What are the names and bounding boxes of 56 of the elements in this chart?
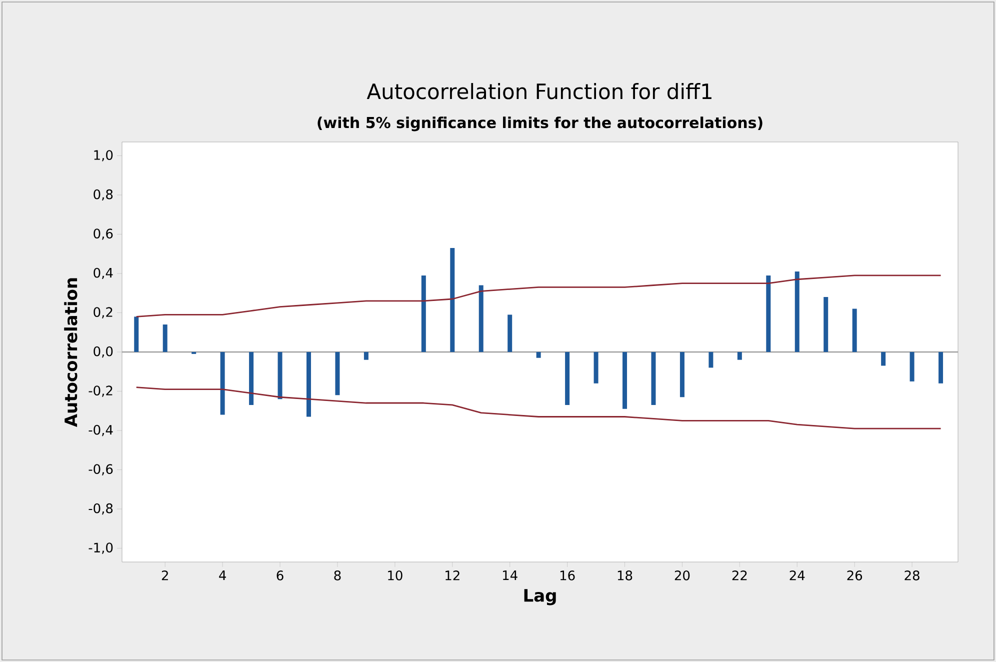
bar <box>794 272 800 352</box>
bar <box>306 352 311 417</box>
bar <box>565 352 570 405</box>
x-tick-label: 28 <box>904 570 920 580</box>
bar <box>680 352 684 398</box>
bar <box>249 352 254 405</box>
y-tick-label: 0,8 <box>94 189 113 201</box>
bar <box>421 275 426 352</box>
bar <box>766 275 771 352</box>
bar <box>450 248 455 352</box>
x-tick-label: 10 <box>388 570 402 580</box>
bar <box>622 352 628 409</box>
x-tick-label: 24 <box>790 570 805 580</box>
bar <box>220 352 225 415</box>
x-tick-label: 20 <box>674 570 690 580</box>
x-tick-label: 12 <box>446 570 460 580</box>
bar <box>134 316 139 352</box>
bar <box>938 352 944 384</box>
y-axis-title: Autocorrelation <box>64 278 78 427</box>
y-tick-label: -0,4 <box>88 424 113 436</box>
bar <box>364 352 368 360</box>
y-tick-label: 0,4 <box>94 268 113 280</box>
bar <box>335 352 340 396</box>
x-tick-label: 26 <box>847 570 862 580</box>
y-tick-label: -0,2 <box>88 386 112 397</box>
bar <box>824 297 828 352</box>
bar <box>162 324 168 352</box>
y-tick-label: 0,2 <box>94 307 112 318</box>
bar <box>508 314 512 352</box>
x-tick-label: 22 <box>732 570 747 580</box>
y-tick-label: -1,0 <box>88 542 113 554</box>
chart-title: Autocorrelation Function for diff1 <box>366 83 712 100</box>
y-tick-label: 0,6 <box>94 228 113 240</box>
bar <box>910 352 914 382</box>
x-tick-label: 18 <box>618 570 632 580</box>
x-tick-label: 4 <box>219 570 226 580</box>
x-tick-label: 14 <box>502 570 518 580</box>
x-tick-label: 16 <box>560 570 575 580</box>
y-tick-label: 1,0 <box>94 150 113 162</box>
x-tick-label: 8 <box>334 570 341 580</box>
bar <box>478 285 484 352</box>
y-tick-label: -0,8 <box>88 503 113 515</box>
bar <box>737 352 742 360</box>
bar <box>651 352 656 405</box>
bar <box>852 308 857 352</box>
y-tick-label: 0,0 <box>94 346 113 358</box>
bar <box>278 352 282 400</box>
y-tick-label: -0,6 <box>88 464 113 476</box>
chart-subtitle: (with 5% significance limits for the autocorrelations) <box>318 116 762 132</box>
x-axis-title: Lag <box>524 589 556 606</box>
bar <box>594 352 598 384</box>
bar <box>881 352 886 366</box>
x-tick-label: 2 <box>162 570 168 580</box>
bar <box>708 352 714 368</box>
bar <box>536 352 541 358</box>
x-tick-label: 6 <box>276 570 284 580</box>
